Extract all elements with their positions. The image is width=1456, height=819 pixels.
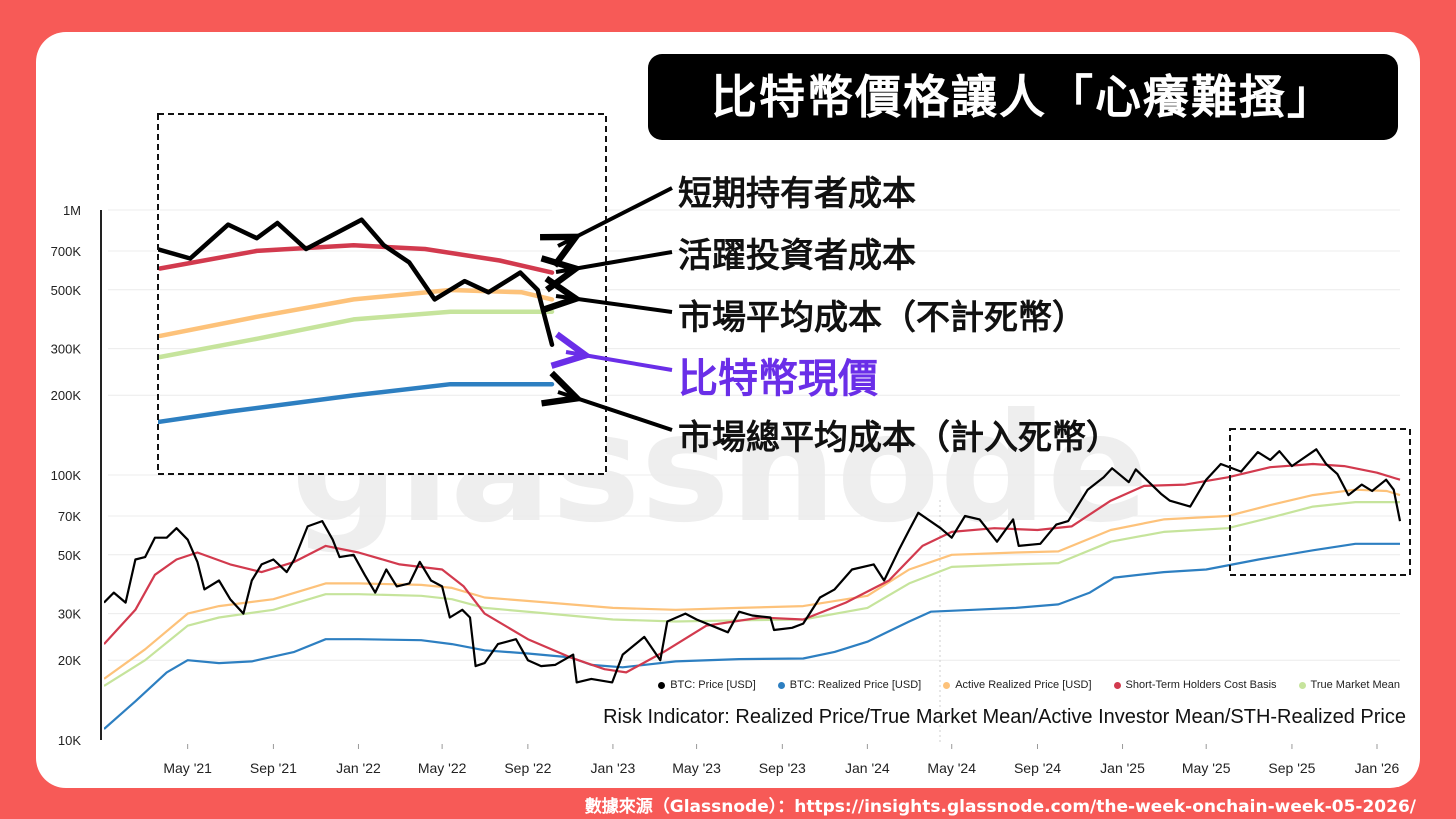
x-tick-label: Sep '25 [1268, 760, 1315, 776]
legend-swatch [1113, 681, 1121, 689]
callout-active: 活躍投資者成本 [678, 236, 916, 276]
arrow-active [556, 250, 673, 272]
x-tick-label: Sep '24 [1014, 760, 1061, 776]
legend-label: BTC: Realized Price [USD] [789, 679, 922, 691]
series-line-btc [104, 448, 1402, 684]
callout-sth: 短期持有者成本 [678, 174, 916, 214]
headline: 比特幣價格讓人「心癢難搔」 [648, 54, 1398, 140]
y-tick-label: 1M [63, 203, 81, 218]
legend-swatch [1298, 681, 1306, 689]
arrow-sth [558, 186, 673, 246]
y-tick-label: 70K [58, 509, 81, 524]
arrow-price [566, 352, 673, 372]
x-tick-label: Sep '21 [250, 760, 297, 776]
y-tick-label: 200K [51, 388, 82, 403]
inset-line-btc [158, 217, 555, 347]
y-tick-label: 20K [58, 653, 81, 668]
legend-label: Short-Term Holders Cost Basis [1125, 679, 1277, 691]
x-tick-label: May '25 [1182, 760, 1231, 776]
callout-tmm: 市場平均成本（不計死幣） [678, 298, 1086, 338]
legend-item-tmm[interactable]: True Market Mean [1298, 679, 1400, 691]
y-tick-label: 10K [58, 733, 81, 748]
callout-price: 比特幣現價 [678, 356, 878, 402]
zoom-inset [157, 113, 607, 475]
y-tick-label: 700K [51, 244, 82, 259]
series-line-realized [104, 542, 1400, 730]
zoom-source-box [1229, 428, 1411, 576]
x-tick-label: Sep '22 [504, 760, 551, 776]
legend-swatch [658, 681, 666, 689]
series-line-sth [104, 462, 1401, 674]
inset-frame [157, 113, 607, 475]
source-note: 數據來源（Glassnode）：https://insights.glassno… [584, 797, 1416, 817]
legend-label: True Market Mean [1310, 679, 1400, 691]
series [104, 448, 1402, 730]
chart-subtitle: Risk Indicator: Realized Price/True Mark… [603, 706, 1406, 728]
x-tick-label: May '22 [418, 760, 467, 776]
inset-line-tmm [158, 309, 555, 360]
arrow-tmm [556, 296, 673, 314]
inset-series [158, 217, 555, 425]
x-tick-label: Jan '25 [1100, 760, 1145, 776]
legend-swatch [777, 681, 785, 689]
legend-label: BTC: Price [USD] [670, 679, 756, 691]
x-tick-label: May '21 [163, 760, 212, 776]
legend-swatch [943, 681, 951, 689]
legend-item-btc[interactable]: BTC: Price [USD] [658, 679, 756, 691]
legend-item-sth[interactable]: Short-Term Holders Cost Basis [1113, 679, 1277, 691]
legend-label: Active Realized Price [USD] [955, 679, 1092, 691]
x-tick-label: Jan '24 [845, 760, 890, 776]
legend-item-active[interactable]: Active Realized Price [USD] [943, 679, 1092, 691]
x-tick-label: Jan '26 [1355, 760, 1400, 776]
inset-line-realized [158, 381, 555, 425]
y-tick-label: 50K [58, 548, 81, 563]
legend-item-realized[interactable]: BTC: Realized Price [USD] [777, 679, 922, 691]
x-tick-label: Jan '22 [336, 760, 381, 776]
x-tick-label: Sep '23 [759, 760, 806, 776]
y-tick-label: 30K [58, 607, 81, 622]
x-tick-label: May '23 [672, 760, 721, 776]
y-tick-label: 100K [51, 468, 82, 483]
y-tick-label: 300K [51, 342, 82, 357]
x-tick-label: May '24 [927, 760, 976, 776]
y-tick-label: 500K [51, 283, 82, 298]
arrow-realized [558, 392, 673, 432]
series-line-active [104, 488, 1401, 680]
inset-line-active [158, 287, 555, 339]
x-ticks: May '21 Sep '21 Jan '22 May '22 Sep '22 Jan '… [163, 744, 1400, 776]
y-ticks: 10K 20K 30K 50K 70K 100K 200K 300K 500K 700K 1M [51, 203, 82, 748]
callout-realized: 市場總平均成本（計入死幣） [678, 418, 1120, 458]
x-tick-label: Jan '23 [591, 760, 636, 776]
legend: BTC: Price [USD] BTC: Realized Price [USD… [658, 679, 1400, 691]
